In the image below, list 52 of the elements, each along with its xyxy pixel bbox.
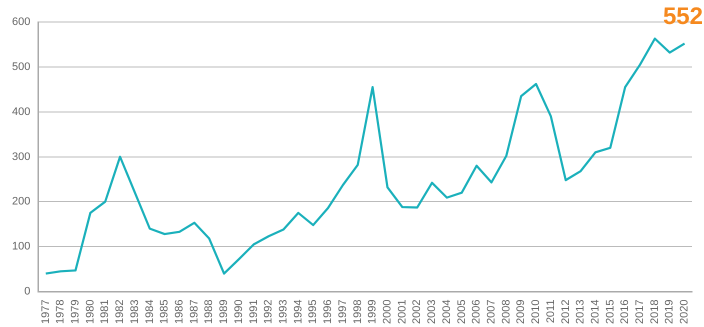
- y-tick-label: 100: [12, 240, 30, 253]
- x-tick-label: 1977: [40, 300, 52, 324]
- x-tick-label: 2002: [411, 300, 424, 324]
- x-tick-label: 2010: [530, 300, 542, 324]
- x-tick-label: 2011: [544, 300, 557, 324]
- annotation: 552: [662, 3, 703, 30]
- x-tick-label: 1978: [54, 300, 67, 324]
- x-tick-label: 2013: [574, 300, 587, 324]
- x-tick-label: 1985: [158, 300, 171, 324]
- x-tick-label: 1997: [336, 300, 349, 324]
- x-tick-label: 1987: [188, 300, 200, 324]
- x-tick-label: 1991: [248, 300, 260, 324]
- x-tick-label: 1982: [114, 300, 126, 324]
- x-tick-label: 1986: [174, 300, 186, 324]
- x-tick-label: 1993: [278, 300, 290, 324]
- y-tick-label: 400: [12, 106, 30, 118]
- y-tick-label: 200: [12, 196, 30, 208]
- x-tick-label: 2016: [619, 300, 632, 324]
- x-tick-label: 2001: [396, 300, 408, 324]
- x-tick-label: 1989: [218, 300, 230, 324]
- x-tick-label: 2004: [440, 300, 453, 324]
- x-tick-label: 2003: [426, 300, 438, 324]
- y-tick-label: 600: [12, 16, 30, 28]
- y-tick-label: 500: [12, 60, 30, 73]
- x-tick-label: 2020: [678, 300, 691, 324]
- x-tick-label: 1990: [232, 300, 245, 324]
- x-tick-label: 1984: [144, 300, 156, 324]
- x-tick-label: 1996: [322, 300, 334, 324]
- x-tick-label: 2012: [560, 300, 572, 324]
- x-tick-label: 1988: [203, 300, 216, 324]
- x-tick-label: 1992: [262, 300, 275, 324]
- x-tick-label: 2015: [604, 300, 616, 324]
- x-tick-label: 2008: [500, 300, 512, 324]
- y-tick-label: 300: [12, 150, 30, 163]
- x-tick-label: 1980: [84, 300, 96, 324]
- x-tick-label: 2018: [648, 300, 661, 324]
- x-tick-label: 1979: [70, 300, 82, 324]
- x-tick-label: 1998: [352, 300, 364, 324]
- x-tick-label: 2007: [485, 300, 498, 324]
- x-tick-label: 1983: [128, 300, 141, 324]
- x-tick-label: 1994: [292, 300, 304, 324]
- x-tick-label: 2019: [664, 300, 676, 324]
- x-tick-label: 1999: [366, 300, 379, 324]
- x-tick-label: 2009: [515, 300, 528, 324]
- x-tick-label: 2006: [470, 300, 483, 324]
- x-tick-label: 2005: [456, 300, 468, 324]
- x-tick-label: 2017: [634, 300, 646, 324]
- x-tick-label: 2014: [589, 300, 602, 324]
- x-tick-label: 1995: [307, 300, 320, 324]
- y-tick-label: 0: [24, 286, 30, 298]
- x-tick-label: 1981: [99, 300, 112, 324]
- x-tick-label: 2000: [381, 300, 394, 324]
